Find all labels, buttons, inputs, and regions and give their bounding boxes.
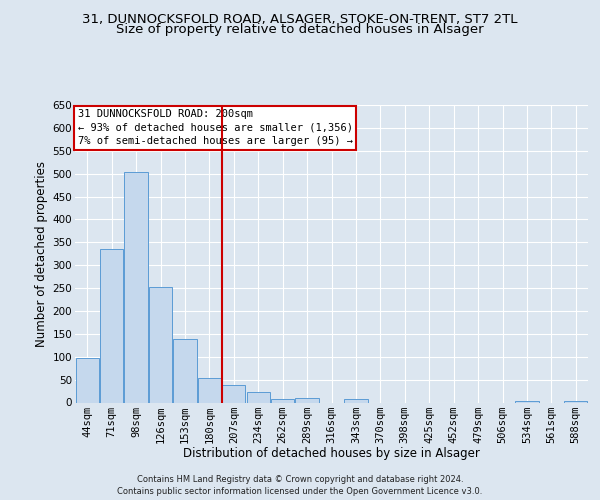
Bar [344,399,368,402]
Bar [173,340,197,402]
Bar [247,392,270,402]
Text: Size of property relative to detached houses in Alsager: Size of property relative to detached ho… [116,22,484,36]
Text: Contains HM Land Registry data © Crown copyright and database right 2024.
Contai: Contains HM Land Registry data © Crown c… [118,475,482,496]
Bar [198,378,221,402]
Bar [295,398,319,402]
Bar [515,401,539,402]
Text: 31, DUNNOCKSFOLD ROAD, ALSAGER, STOKE-ON-TRENT, ST7 2TL: 31, DUNNOCKSFOLD ROAD, ALSAGER, STOKE-ON… [82,12,518,26]
Bar [76,358,99,403]
Bar [222,385,245,402]
Bar [564,401,587,402]
Bar [271,399,294,402]
X-axis label: Distribution of detached houses by size in Alsager: Distribution of detached houses by size … [183,447,480,460]
Text: 31 DUNNOCKSFOLD ROAD: 200sqm
← 93% of detached houses are smaller (1,356)
7% of : 31 DUNNOCKSFOLD ROAD: 200sqm ← 93% of de… [77,110,353,146]
Y-axis label: Number of detached properties: Number of detached properties [35,161,49,347]
Bar [149,286,172,403]
Bar [100,249,123,402]
Bar [124,172,148,402]
